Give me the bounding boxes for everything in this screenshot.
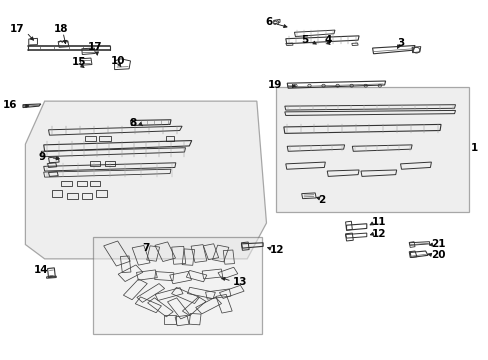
Bar xyxy=(61,181,72,186)
Text: 8: 8 xyxy=(129,118,136,128)
Text: 2: 2 xyxy=(318,195,325,205)
Bar xyxy=(96,190,107,197)
Text: 10: 10 xyxy=(110,56,125,66)
Bar xyxy=(90,181,100,186)
Text: 20: 20 xyxy=(430,250,445,260)
Text: 19: 19 xyxy=(267,80,282,90)
Text: 9: 9 xyxy=(39,152,45,162)
Text: 17: 17 xyxy=(88,42,102,51)
Text: 1: 1 xyxy=(469,143,477,153)
Bar xyxy=(105,161,114,166)
Text: 4: 4 xyxy=(324,35,331,45)
Bar xyxy=(81,193,92,199)
Text: 3: 3 xyxy=(397,38,404,48)
Text: 15: 15 xyxy=(72,57,86,67)
Bar xyxy=(84,136,96,141)
Text: 11: 11 xyxy=(371,217,386,227)
Text: 13: 13 xyxy=(232,277,247,287)
Text: 6: 6 xyxy=(264,17,272,27)
Text: 21: 21 xyxy=(430,239,445,249)
Text: 18: 18 xyxy=(54,24,69,34)
Text: 16: 16 xyxy=(3,100,18,110)
Bar xyxy=(52,190,61,197)
Text: 14: 14 xyxy=(34,265,48,275)
Bar xyxy=(93,237,261,334)
Text: 17: 17 xyxy=(10,24,24,35)
Bar xyxy=(99,136,110,141)
Bar xyxy=(67,193,78,199)
Text: 12: 12 xyxy=(269,245,284,255)
Bar xyxy=(276,87,468,212)
Bar xyxy=(90,161,100,166)
Bar xyxy=(77,181,87,186)
Text: 12: 12 xyxy=(371,229,386,239)
Text: 7: 7 xyxy=(142,243,149,253)
Bar xyxy=(165,136,174,141)
Text: 5: 5 xyxy=(301,35,308,45)
Polygon shape xyxy=(25,101,266,259)
